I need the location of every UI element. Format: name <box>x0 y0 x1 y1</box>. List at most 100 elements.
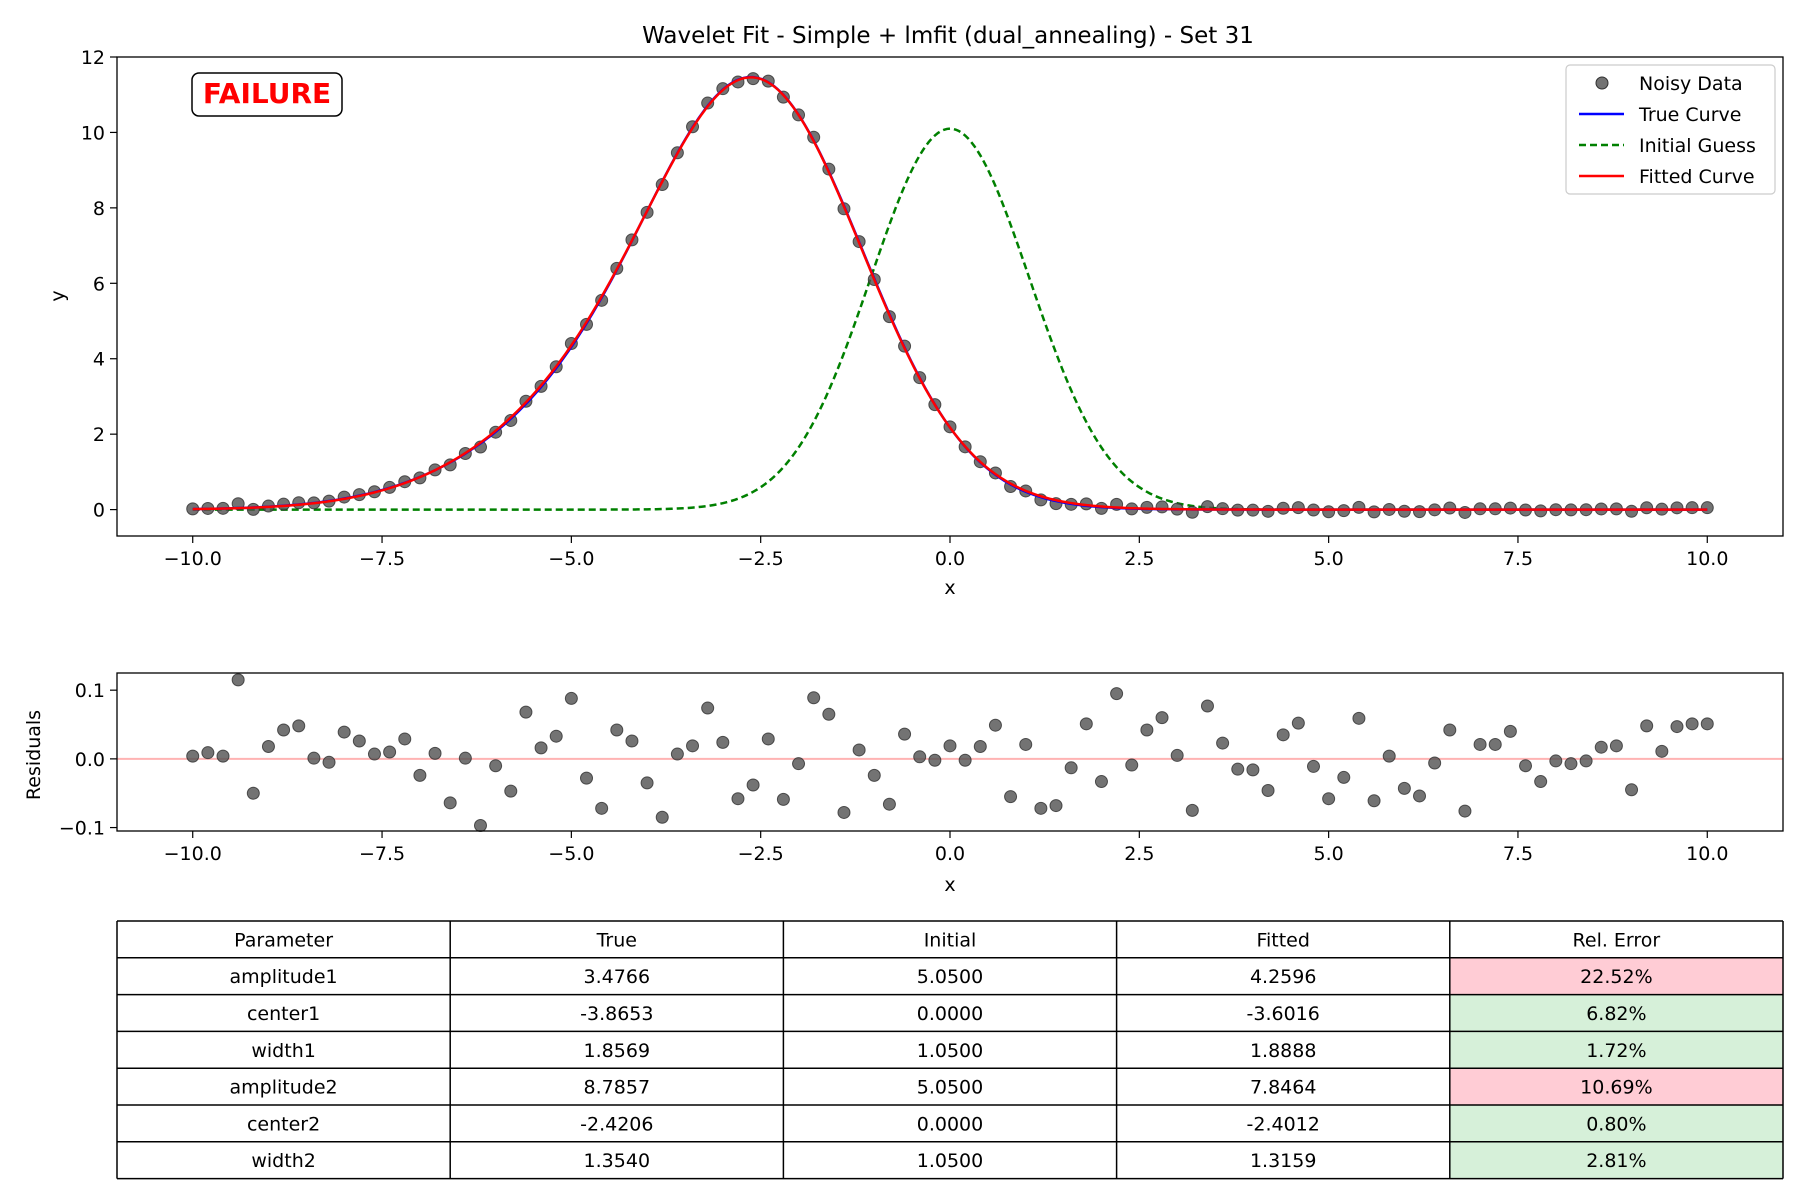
residual-point <box>1367 794 1381 808</box>
data-point <box>701 96 715 110</box>
residual-point <box>973 740 987 754</box>
data-point <box>1670 501 1684 515</box>
data-point <box>1322 505 1336 519</box>
residual-point <box>1640 719 1654 733</box>
rel-error-cell-bg <box>1449 1031 1783 1069</box>
data-point <box>1685 501 1699 515</box>
residual-point <box>822 707 836 721</box>
residual-point <box>746 778 760 792</box>
residual-point <box>1413 789 1427 803</box>
table-cell: amplitude2 <box>230 1077 338 1099</box>
main-ytick-label: 12 <box>81 47 105 69</box>
rel-error-cell-bg <box>1449 994 1783 1032</box>
residuals-ytick-label: 0.0 <box>75 749 105 771</box>
residual-point <box>1049 799 1063 813</box>
residual-point <box>307 751 321 765</box>
table-cell: 0.0000 <box>917 1003 983 1025</box>
residuals-xlabel: x <box>944 874 955 896</box>
residual-point <box>1231 762 1245 776</box>
residual-point <box>201 746 215 760</box>
residual-point <box>701 701 715 715</box>
residuals-chart: −10.0 −7.5 −5.0 −2.5 0.0 2.5 5.0 7.5 10.0 −0.1 0.… <box>23 672 1784 896</box>
legend-label: Fitted Curve <box>1639 166 1755 188</box>
main-marks <box>186 72 1714 519</box>
residual-point <box>1140 723 1154 737</box>
table-cell: 5.0500 <box>917 1077 983 1099</box>
rel-error-cell-bg <box>1449 1105 1783 1142</box>
data-point <box>1458 505 1472 519</box>
residual-point <box>776 792 790 806</box>
residual-point <box>898 727 912 741</box>
residual-point <box>231 673 245 687</box>
residual-point <box>1246 763 1260 777</box>
residual-point <box>1443 723 1457 737</box>
residual-point <box>867 768 881 782</box>
residual-point <box>1488 737 1502 751</box>
residual-point <box>1625 783 1639 797</box>
main-ytick-label: 6 <box>93 273 105 295</box>
residual-point <box>958 753 972 767</box>
residual-point <box>988 718 1002 732</box>
table-cell: 6.82% <box>1586 1003 1646 1025</box>
table-cell: center1 <box>247 1003 320 1025</box>
residual-point <box>913 750 927 764</box>
residual-point <box>580 771 594 785</box>
residual-point <box>882 797 896 811</box>
residual-point <box>443 796 457 810</box>
residual-point <box>1064 761 1078 775</box>
data-point <box>292 496 306 510</box>
main-ytick-label: 8 <box>93 198 105 220</box>
series-line-fitted-curve <box>192 76 1708 511</box>
table-cell: -3.6016 <box>1247 1003 1320 1025</box>
residual-point <box>640 776 654 790</box>
data-point <box>1625 504 1639 518</box>
table-cell: 7.8464 <box>1250 1077 1316 1099</box>
residual-point <box>1503 724 1517 738</box>
residual-point <box>1170 748 1184 762</box>
residuals-xtick-label: −2.5 <box>738 843 784 865</box>
table-cell: 1.0500 <box>917 1040 983 1062</box>
main-ytick-label: 2 <box>93 424 105 446</box>
table-cell: 0.80% <box>1586 1113 1646 1135</box>
table-cell: 2.81% <box>1586 1150 1646 1172</box>
table-cell: 1.72% <box>1586 1040 1646 1062</box>
residuals-marks <box>186 673 1714 833</box>
main-xtick-label: 7.5 <box>1503 548 1533 570</box>
residuals-ytick-label: −0.1 <box>59 818 105 840</box>
failure-badge-label: FAILURE <box>203 77 331 110</box>
residuals-xtick-label: −5.0 <box>548 843 594 865</box>
residual-point <box>1534 775 1548 789</box>
table-cell: 1.3159 <box>1250 1150 1316 1172</box>
residual-point <box>1200 699 1214 713</box>
residual-point <box>1094 775 1108 789</box>
residual-point <box>519 705 533 719</box>
residual-point <box>625 734 639 748</box>
residual-point <box>670 747 684 761</box>
residual-point <box>807 691 821 705</box>
residual-point <box>1004 790 1018 804</box>
residuals-xtick-label: −7.5 <box>359 843 405 865</box>
residual-point <box>1519 759 1533 773</box>
table-cell: 8.7857 <box>584 1077 650 1099</box>
residual-point <box>1670 720 1684 734</box>
residual-point <box>1549 754 1563 768</box>
table-header-cell: True <box>596 929 637 951</box>
table-cell: 4.2596 <box>1250 966 1316 988</box>
residual-point <box>1110 687 1124 701</box>
main-xtick-label: −5.0 <box>548 548 594 570</box>
main-xtick-label: 2.5 <box>1124 548 1154 570</box>
data-point <box>1700 501 1714 515</box>
main-ytick-label: 4 <box>93 349 105 371</box>
residual-point <box>1019 737 1033 751</box>
residuals-xtick-label: 2.5 <box>1124 843 1154 865</box>
data-point <box>246 502 260 516</box>
table-cell: -2.4012 <box>1247 1113 1320 1135</box>
residuals-xticks: −10.0 −7.5 −5.0 −2.5 0.0 2.5 5.0 7.5 10.0 <box>164 831 1728 865</box>
residual-point <box>1700 717 1714 731</box>
data-point <box>1291 501 1305 515</box>
data-point <box>1352 500 1366 514</box>
residual-point <box>1337 770 1351 784</box>
residuals-ytick-label: 0.1 <box>75 680 105 702</box>
table-header-cell: Parameter <box>234 929 333 951</box>
residuals-ylabel: Residuals <box>23 710 45 800</box>
